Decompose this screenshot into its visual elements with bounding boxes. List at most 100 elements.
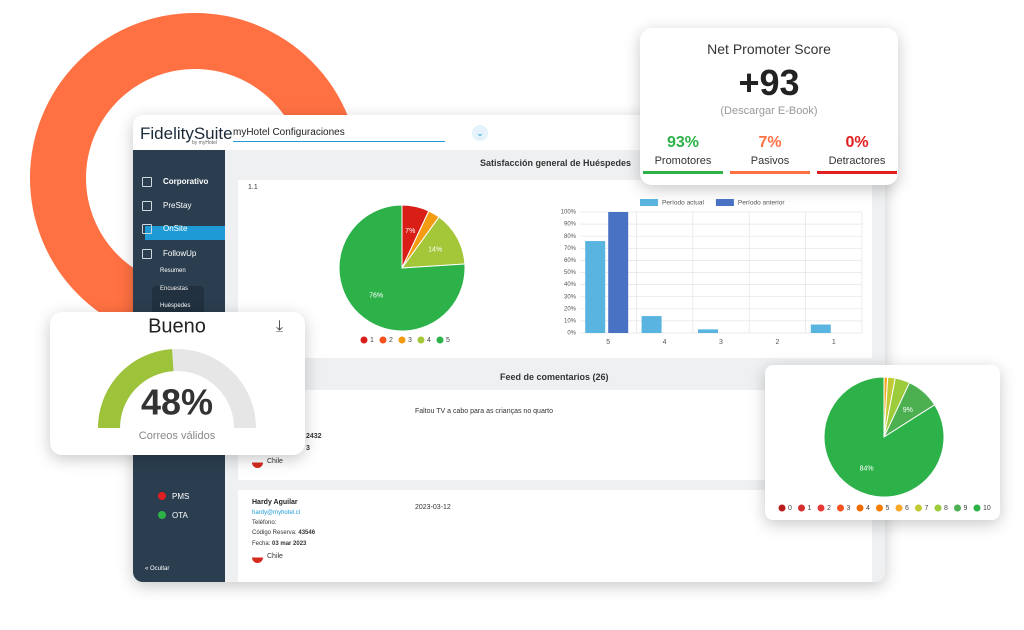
submitted-date: 2023-03-12 [415, 504, 451, 511]
pie-slice [338, 204, 466, 332]
legend-label: 6 [905, 505, 909, 512]
phone: Teléfono: [252, 520, 277, 526]
bar [585, 241, 606, 333]
y-tick-label: 0% [567, 331, 576, 337]
legend-swatch [798, 504, 805, 512]
nps-title: Net Promoter Score [707, 41, 831, 57]
nps-value: 0% [845, 134, 869, 151]
nav-item[interactable]: PreStay [163, 201, 192, 210]
x-tick-label: 2 [775, 339, 779, 346]
nps-underline [643, 171, 723, 174]
date: Fecha: 03 mar 2023 [252, 541, 306, 547]
legend-label: Período anterior [738, 200, 785, 207]
y-tick-label: 50% [564, 270, 577, 276]
nps-value: 7% [758, 134, 782, 151]
nav-icon [142, 177, 152, 187]
legend-label: 8 [944, 505, 948, 512]
download-icon[interactable]: ⤓ [276, 318, 284, 335]
legend-label: 4 [866, 505, 870, 512]
legend-swatch [360, 336, 368, 344]
y-tick-label: 30% [564, 294, 577, 300]
legend-label: Período actual [662, 200, 704, 207]
nps-score: +93 [738, 62, 800, 103]
legend-swatch [417, 336, 425, 344]
ebook-link[interactable]: (Descargar E-Book) [720, 105, 818, 117]
legend-label: 4 [427, 337, 431, 344]
x-tick-label: 3 [719, 339, 723, 346]
slice-label: 9% [903, 407, 913, 414]
legend-swatch [856, 504, 864, 512]
feed-title: Feed de comentarios (26) [500, 372, 609, 382]
guest-name: Hardy Aguilar [252, 499, 298, 506]
status-dot [158, 511, 166, 519]
x-tick-label: 4 [663, 339, 667, 346]
bar [810, 324, 831, 333]
legend-swatch [640, 199, 658, 206]
x-tick-label: 5 [606, 339, 610, 346]
hotel-select[interactable]: myHotel Configuraciones [233, 127, 445, 142]
legend-label: 0 [788, 505, 792, 512]
legend-swatch [379, 336, 387, 344]
card-label: 1.1 [248, 184, 258, 191]
comment-text: Faltou TV a cabo para as crianças no qua… [415, 408, 554, 415]
hide-text: Ocultar [150, 566, 170, 572]
reservation: 2432 [306, 433, 322, 440]
legend-swatch [954, 504, 961, 512]
guest-email[interactable]: hardy@myhotel.cl [252, 510, 301, 516]
country: Chile [267, 458, 283, 465]
logo-sub: by myHotel [192, 140, 218, 146]
legend-swatch [973, 504, 981, 512]
logo-text: FidelitySuite [140, 124, 233, 143]
pie-slice [400, 216, 466, 269]
integration: PMS [172, 492, 190, 501]
nav-item[interactable]: Huéspedes [160, 303, 191, 309]
slice-label: 76% [369, 292, 383, 299]
logo: FidelitySuite [140, 124, 233, 144]
nav-icon [142, 249, 152, 259]
legend-label: 3 [847, 505, 851, 512]
nps-underline [730, 171, 810, 174]
nav-item[interactable]: Encuestas [160, 286, 189, 292]
nav-item[interactable]: Resumen [160, 268, 186, 274]
y-tick-label: 40% [564, 282, 577, 288]
legend-swatch [778, 504, 786, 512]
gauge-card: ⤓ [50, 312, 305, 455]
reservation: Código Reserva: 43546 [252, 530, 315, 536]
y-tick-label: 90% [564, 222, 577, 228]
legend-swatch [436, 336, 444, 344]
slice-label: 84% [860, 465, 874, 472]
legend-label: 2 [389, 337, 393, 344]
nav-item[interactable]: OnSite [163, 224, 188, 233]
y-tick-label: 70% [564, 246, 577, 252]
status-dot [158, 492, 166, 500]
nav-item[interactable]: FollowUp [163, 249, 197, 258]
hide-button[interactable]: « Ocultar [145, 566, 170, 572]
legend-swatch [715, 199, 734, 206]
country: Chile [267, 553, 283, 560]
legend-label: 2 [827, 505, 831, 512]
gauge-title: Bueno [148, 315, 206, 337]
date: 3 [306, 445, 310, 452]
legend-swatch [817, 504, 825, 512]
legend-label: 1 [370, 337, 374, 344]
legend-swatch [398, 336, 406, 344]
label: Código Reserva: [252, 530, 297, 536]
select-chevron[interactable]: ⌄ [472, 125, 488, 141]
nav-item[interactable]: Corporativo [163, 177, 209, 186]
y-tick-label: 10% [564, 318, 577, 324]
value: 43546 [298, 530, 316, 536]
nps-label: Promotores [654, 155, 712, 167]
nps-card: Net Promoter Score +93 (Descargar E-Book… [640, 28, 898, 185]
gauge-subtitle: Correos válidos [139, 430, 216, 442]
y-tick-label: 80% [564, 234, 577, 240]
legend-swatch [837, 504, 844, 512]
nav-icon [142, 224, 152, 234]
legend-label: 10 [983, 505, 991, 512]
legend-label: 9 [964, 505, 968, 512]
legend-label: 3 [408, 337, 412, 344]
active-item [145, 226, 225, 240]
integration: OTA [172, 511, 188, 520]
bar [641, 316, 662, 333]
